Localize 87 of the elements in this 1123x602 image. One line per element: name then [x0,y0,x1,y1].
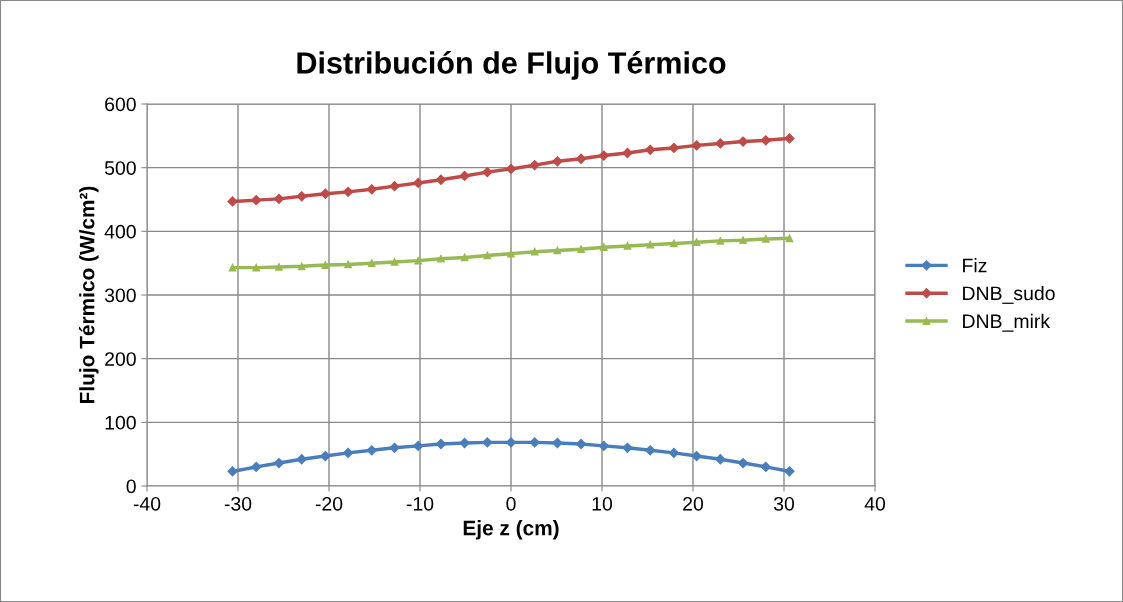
x-tick-label: 40 [864,496,886,511]
point [366,184,377,195]
point [623,242,632,250]
point [785,234,794,243]
y-tick-label: 600 [105,97,136,112]
point [413,177,424,189]
point [739,236,747,245]
legend-label: Fiz [963,258,987,273]
point [716,237,725,245]
point [367,259,376,267]
legend-label: DNB_mirk [963,313,1051,332]
y-tick-label: 500 [104,161,136,175]
point [227,466,238,477]
x-axis-title: Eje z (cm) [463,520,559,540]
chart-title: Distribución de Flujo Térmico [297,51,726,80]
point [344,260,352,269]
point [413,440,424,452]
point [251,461,262,473]
point [691,140,702,151]
x-tick-label: 0 [506,496,516,511]
x-tick-label: -40 [133,496,161,511]
point [737,457,749,469]
point [252,263,261,272]
point [760,461,771,473]
x-tick-label: 20 [683,496,704,511]
point [599,243,608,252]
point [482,167,493,178]
point [273,457,285,469]
y-tick-label: 100 [105,415,136,430]
point [227,196,238,207]
point [692,238,701,246]
x-tick-label: -10 [406,496,434,511]
y-tick-label: 400 [104,224,136,239]
x-tick-label: 10 [592,496,613,511]
point [530,247,539,256]
point [552,437,563,449]
point [460,253,469,262]
y-tick-label: 0 [126,479,136,494]
point [459,170,470,182]
point [483,251,492,260]
point [507,249,515,258]
point [715,138,726,149]
point [366,445,377,456]
point [715,454,726,465]
point [389,181,400,192]
point [646,240,655,249]
point [575,153,587,164]
point [296,191,307,202]
point [598,440,609,452]
y-tick-label: 300 [104,288,136,303]
point [645,144,656,155]
x-tick-label: -20 [315,496,343,511]
point [577,245,585,253]
point [414,256,423,265]
point [437,254,445,263]
legend-label: DNB_sudo [963,285,1055,304]
point [784,133,795,144]
x-tick-label: 30 [773,496,795,511]
point [228,263,237,272]
point [321,261,330,269]
point [320,188,331,199]
point [761,235,770,243]
y-axis-title: Flujo Térmico (W/cm²) [78,186,99,403]
point [760,135,771,146]
point [342,186,354,197]
point [389,442,400,453]
point [297,262,306,271]
point [251,195,262,206]
point [784,466,795,477]
point [622,442,633,453]
point [670,239,678,248]
point [598,150,609,161]
point [668,447,680,459]
point [553,246,562,255]
point [390,258,399,266]
point [552,156,563,167]
point [296,454,307,465]
point [691,450,702,462]
point [275,263,283,271]
point [342,447,354,459]
point [645,445,656,456]
point [320,450,331,462]
point [435,174,447,185]
y-tick-label: 200 [105,352,136,366]
point [459,437,470,449]
point [529,160,540,171]
x-tick-label: -30 [224,496,252,511]
